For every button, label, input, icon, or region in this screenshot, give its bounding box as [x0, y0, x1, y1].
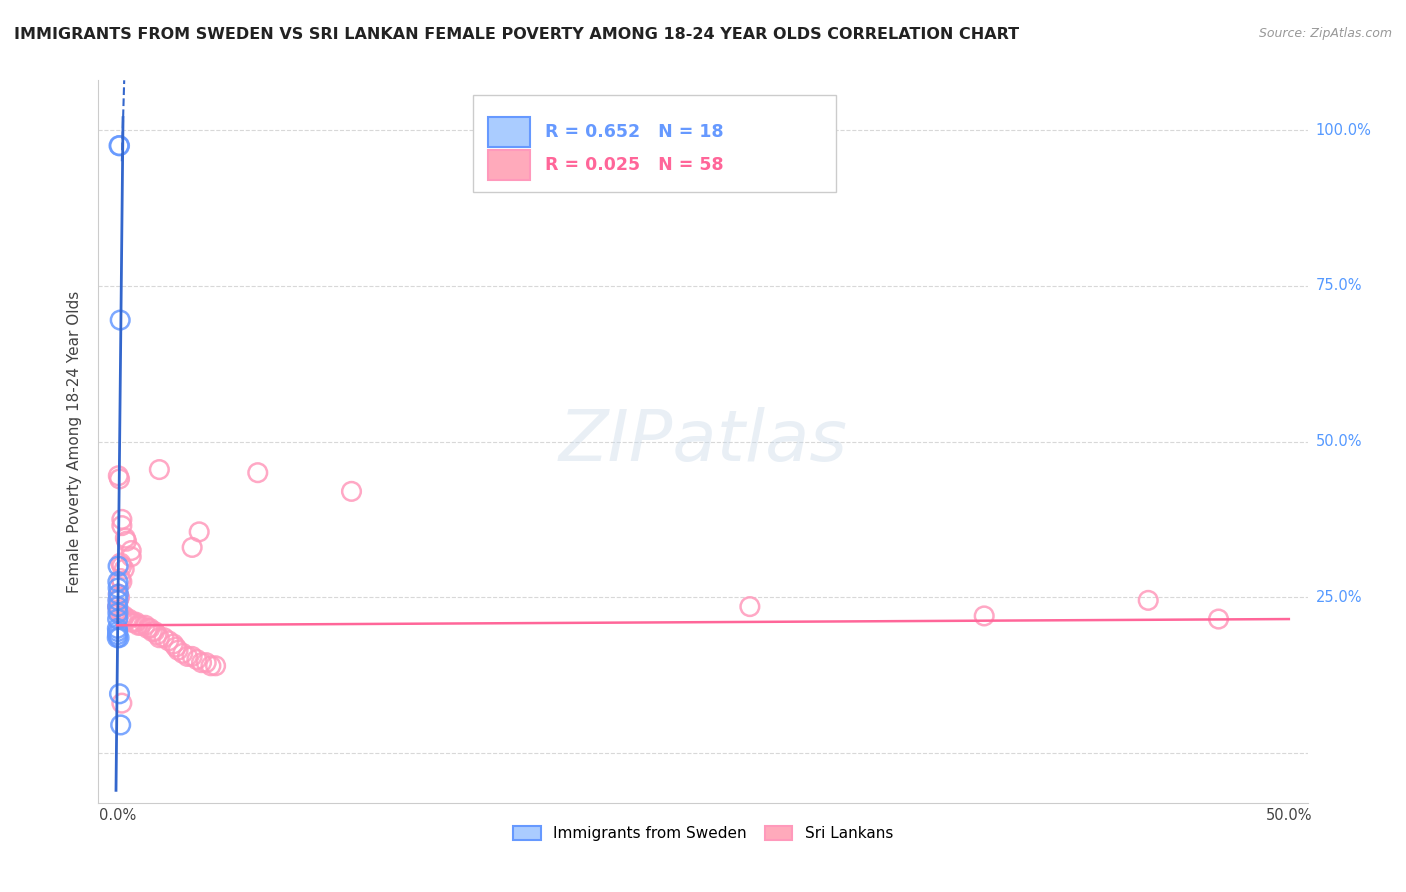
Point [148, 462, 170, 476]
Point [108, 591, 131, 605]
Point [107, 593, 129, 607]
Point [107, 606, 129, 620]
Point [110, 572, 132, 586]
Point [172, 646, 194, 660]
Point [246, 466, 269, 480]
Point [107, 468, 129, 483]
Point [146, 627, 169, 641]
Point [108, 138, 131, 153]
Point [167, 643, 190, 657]
Point [115, 612, 138, 626]
Point [120, 543, 142, 558]
Point [107, 627, 129, 641]
Point [134, 618, 156, 632]
Point [111, 574, 134, 589]
Bar [488, 117, 530, 147]
Point [107, 603, 129, 617]
Text: 50.0%: 50.0% [1316, 434, 1362, 449]
Bar [474, 95, 837, 193]
Point [181, 649, 204, 664]
Point [107, 612, 129, 626]
Point [108, 138, 131, 153]
Text: R = 0.025   N = 58: R = 0.025 N = 58 [544, 156, 723, 174]
Bar [488, 150, 530, 180]
Point [143, 624, 166, 639]
Text: 75.0%: 75.0% [1316, 278, 1362, 293]
Point [125, 615, 148, 630]
Point [110, 556, 132, 570]
Point [114, 531, 136, 545]
Point [110, 313, 132, 327]
Point [107, 587, 129, 601]
Point [1137, 593, 1160, 607]
Point [188, 524, 211, 539]
Point [118, 612, 141, 626]
Point [176, 649, 198, 664]
Point [136, 621, 159, 635]
Point [112, 562, 135, 576]
Point [1208, 612, 1230, 626]
Text: ZIPatlas: ZIPatlas [558, 407, 848, 476]
Point [108, 472, 131, 486]
Point [129, 618, 152, 632]
Text: 25.0%: 25.0% [1316, 590, 1362, 605]
Point [148, 631, 170, 645]
Point [738, 599, 761, 614]
Point [200, 658, 222, 673]
Point [105, 631, 128, 645]
Point [107, 599, 129, 614]
Y-axis label: Female Poverty Among 18-24 Year Olds: Female Poverty Among 18-24 Year Olds [67, 291, 83, 592]
Point [107, 621, 129, 635]
Point [153, 631, 176, 645]
Point [120, 549, 142, 564]
Point [111, 559, 134, 574]
Text: R = 0.652   N = 18: R = 0.652 N = 18 [544, 123, 723, 141]
Point [181, 541, 204, 555]
Text: IMMIGRANTS FROM SWEDEN VS SRI LANKAN FEMALE POVERTY AMONG 18-24 YEAR OLDS CORREL: IMMIGRANTS FROM SWEDEN VS SRI LANKAN FEM… [14, 27, 1019, 42]
Point [107, 599, 129, 614]
Point [141, 624, 163, 639]
Point [111, 696, 134, 710]
Point [973, 609, 995, 624]
Point [111, 609, 134, 624]
Point [120, 615, 142, 630]
Point [107, 624, 129, 639]
Point [108, 631, 131, 645]
Point [195, 656, 218, 670]
Point [111, 512, 134, 526]
Point [107, 593, 129, 607]
Point [139, 621, 162, 635]
Point [108, 687, 131, 701]
Point [107, 559, 129, 574]
Point [107, 587, 129, 601]
Point [186, 652, 208, 666]
Point [112, 609, 135, 624]
Point [165, 640, 187, 654]
Point [122, 615, 145, 630]
Point [108, 606, 131, 620]
Point [157, 633, 180, 648]
Text: Source: ZipAtlas.com: Source: ZipAtlas.com [1258, 27, 1392, 40]
Point [162, 637, 184, 651]
Point [115, 534, 138, 549]
Point [111, 518, 134, 533]
Point [340, 484, 363, 499]
Text: 100.0%: 100.0% [1316, 122, 1372, 137]
Point [190, 656, 212, 670]
Point [110, 718, 132, 732]
Point [204, 658, 226, 673]
Legend: Immigrants from Sweden, Sri Lankans: Immigrants from Sweden, Sri Lankans [508, 820, 898, 847]
Point [107, 581, 129, 595]
Point [107, 574, 129, 589]
Point [127, 618, 149, 632]
